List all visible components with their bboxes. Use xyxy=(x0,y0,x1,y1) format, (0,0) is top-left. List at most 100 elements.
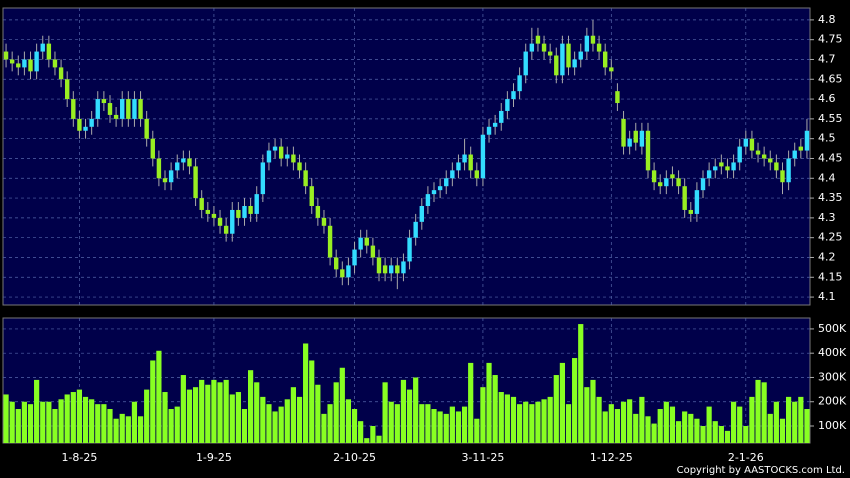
volume-bar xyxy=(773,401,779,443)
volume-bar xyxy=(535,401,541,443)
candle-body xyxy=(352,249,357,266)
volume-bar xyxy=(272,411,278,443)
y-tick-label: 4.8 xyxy=(818,13,836,26)
volume-bar xyxy=(602,411,608,443)
candle-body xyxy=(719,162,724,167)
candle-body xyxy=(291,154,296,163)
volume-bar xyxy=(303,343,309,443)
volume-bar xyxy=(46,401,52,443)
candle-body xyxy=(486,126,492,135)
volume-bar xyxy=(730,401,737,443)
candle-body xyxy=(554,55,559,76)
candle-body xyxy=(456,162,461,171)
candle-body xyxy=(804,130,810,151)
candle-body xyxy=(77,118,82,131)
x-tick-label: 3-11-25 xyxy=(461,451,504,464)
volume-bar xyxy=(700,426,706,443)
candle-body xyxy=(615,91,620,104)
candle-body xyxy=(700,178,706,191)
volume-bar xyxy=(767,413,773,443)
candle-body xyxy=(523,51,528,76)
candle-body xyxy=(413,221,418,238)
volume-bar xyxy=(547,396,553,443)
volume-bar xyxy=(192,387,199,443)
x-tick-label: 1-12-25 xyxy=(590,451,633,464)
candle-body xyxy=(425,194,431,206)
volume-bar xyxy=(504,394,510,443)
candle-body xyxy=(303,170,308,187)
volume-bar xyxy=(627,399,633,443)
candle-body xyxy=(266,150,272,163)
candle-body xyxy=(89,118,94,127)
candle-body xyxy=(505,99,510,111)
volume-bar xyxy=(278,406,284,443)
volume-bar xyxy=(205,384,211,443)
volume-bar xyxy=(755,379,761,443)
volume-bar xyxy=(223,379,229,443)
candle-body xyxy=(786,158,791,183)
y-tick-label: 4.55 xyxy=(818,112,843,125)
volume-bar xyxy=(461,406,468,443)
candle-body xyxy=(309,186,314,206)
volume-bar xyxy=(449,406,455,443)
candle-body xyxy=(340,269,345,278)
y-tick-label: 4.4 xyxy=(818,171,836,184)
candle-body xyxy=(248,206,253,214)
candle-body xyxy=(462,154,467,163)
volume-bar xyxy=(498,392,504,443)
y-tick-label: 4.65 xyxy=(818,72,843,85)
candle-body xyxy=(560,43,565,76)
candle-body xyxy=(236,209,241,218)
volume-bar xyxy=(608,404,614,443)
candle-body xyxy=(682,186,687,210)
volume-bar xyxy=(737,406,743,443)
volume-bar xyxy=(517,404,523,443)
candle-body xyxy=(71,99,76,119)
candle-body xyxy=(407,237,412,262)
candle-body xyxy=(761,154,767,159)
candle-body xyxy=(113,114,119,119)
y-tick-label: 500K xyxy=(818,322,847,335)
candle-body xyxy=(156,158,162,179)
candle-body xyxy=(419,206,424,222)
candle-body xyxy=(64,79,70,100)
candle-body xyxy=(676,178,681,187)
candle-body xyxy=(389,265,394,274)
candle-body xyxy=(572,59,577,68)
candle-body xyxy=(541,43,547,52)
candle-body xyxy=(633,130,638,143)
volume-bar xyxy=(370,426,376,443)
volume-bar xyxy=(688,413,694,443)
candle-body xyxy=(187,158,192,167)
volume-bar xyxy=(168,409,174,443)
volume-bar xyxy=(89,399,95,443)
volume-bar xyxy=(639,396,645,443)
x-tick-label: 1-9-25 xyxy=(196,451,232,464)
volume-bar xyxy=(296,396,303,443)
candle-body xyxy=(749,138,755,151)
candle-body xyxy=(83,126,88,131)
volume-bar xyxy=(376,435,382,443)
candle-body xyxy=(639,130,645,147)
volume-bar xyxy=(241,409,248,443)
candle-body xyxy=(743,138,749,147)
volume-bar xyxy=(651,423,657,443)
volume-bar xyxy=(614,409,621,443)
y-tick-label: 300K xyxy=(818,370,847,383)
volume-bar xyxy=(327,404,333,443)
volume-bar xyxy=(76,389,83,443)
volume-bar xyxy=(150,360,156,443)
volume-bar xyxy=(266,404,272,443)
volume-bar xyxy=(694,418,700,443)
candle-body xyxy=(150,138,155,159)
candle-body xyxy=(480,134,486,179)
volume-bar xyxy=(199,379,205,443)
y-tick-label: 4.35 xyxy=(818,191,843,204)
volume-bar xyxy=(584,387,590,443)
volume-bar xyxy=(779,418,786,443)
candle-body xyxy=(731,162,736,171)
volume-bar xyxy=(455,411,462,443)
volume-bar xyxy=(792,401,798,443)
volume-bar xyxy=(144,389,150,443)
candle-body xyxy=(547,51,553,56)
